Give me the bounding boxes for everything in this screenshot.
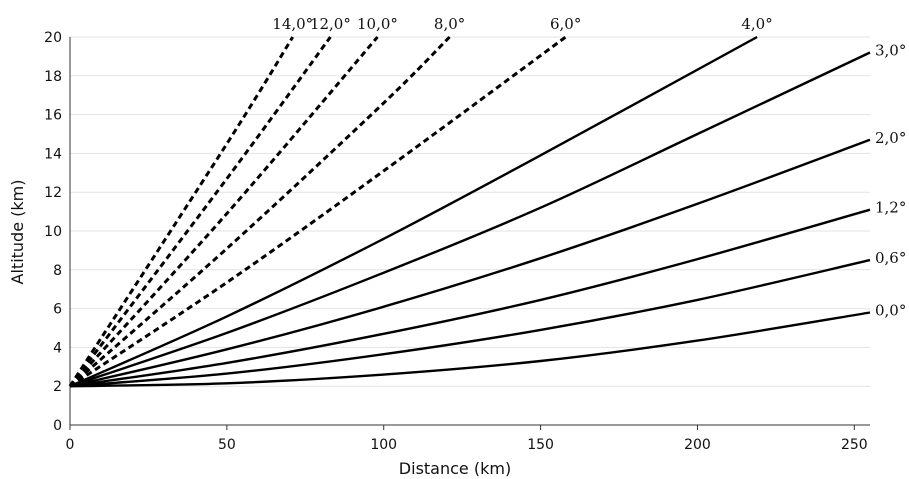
y-tick-label: 16 bbox=[44, 108, 62, 124]
x-tick-label: 100 bbox=[370, 437, 397, 453]
elevation-label-12: 1,2° bbox=[875, 199, 906, 217]
y-tick-label: 2 bbox=[53, 379, 62, 395]
elevation-label-60: 6,0° bbox=[550, 15, 581, 33]
elevation-labels: 0,0° 0,6° 1,2° 2,0° 3,0° 4,0° 6,0° 8,0° 10,0° 12,… bbox=[272, 15, 906, 319]
y-tick-label: 4 bbox=[53, 340, 62, 356]
y-tick-label: 14 bbox=[44, 146, 62, 162]
elevation-label-20: 2,0° bbox=[875, 129, 906, 147]
elevation-label-06: 0,6° bbox=[875, 249, 906, 267]
x-tick-label: 0 bbox=[66, 437, 75, 453]
beam-line-100 bbox=[68, 36, 379, 388]
beam-line-30 bbox=[69, 51, 871, 388]
x-tick-label: 50 bbox=[218, 437, 236, 453]
beam-line-00 bbox=[69, 311, 871, 388]
beam-line-12 bbox=[69, 208, 871, 388]
elevation-label-80: 8,0° bbox=[434, 15, 465, 33]
elevation-label-40: 4,0° bbox=[741, 15, 772, 33]
y-axis-title: Altitude (km) bbox=[8, 180, 27, 285]
elevation-label-00: 0,0° bbox=[875, 301, 906, 319]
y-tick-label: 0 bbox=[53, 418, 62, 434]
beam-line-40 bbox=[69, 35, 758, 388]
beam-line-06 bbox=[69, 258, 871, 388]
beam-line-120 bbox=[68, 36, 332, 388]
y-tick-label: 18 bbox=[44, 69, 62, 85]
y-tick-label: 20 bbox=[44, 30, 62, 46]
y-tick-label: 8 bbox=[53, 263, 62, 279]
y-tick-label: 12 bbox=[44, 185, 62, 201]
beam-line-80 bbox=[69, 35, 451, 388]
elevation-label-30: 3,0° bbox=[875, 42, 906, 60]
x-axis-title: Distance (km) bbox=[399, 459, 511, 478]
elevation-label-120: 12,0° bbox=[310, 15, 351, 33]
beam-line-20 bbox=[69, 138, 871, 388]
elevation-label-140: 14,0° bbox=[272, 15, 313, 33]
x-tick-label: 250 bbox=[841, 437, 868, 453]
beam-line-60 bbox=[69, 35, 567, 388]
y-tick-label: 10 bbox=[44, 224, 62, 240]
beam-lines bbox=[68, 35, 871, 388]
x-tick-label: 200 bbox=[684, 437, 711, 453]
beam-line-140 bbox=[68, 36, 294, 388]
elevation-label-100: 10,0° bbox=[357, 15, 398, 33]
y-tick-label: 6 bbox=[53, 302, 62, 318]
x-tick-label: 150 bbox=[527, 437, 554, 453]
